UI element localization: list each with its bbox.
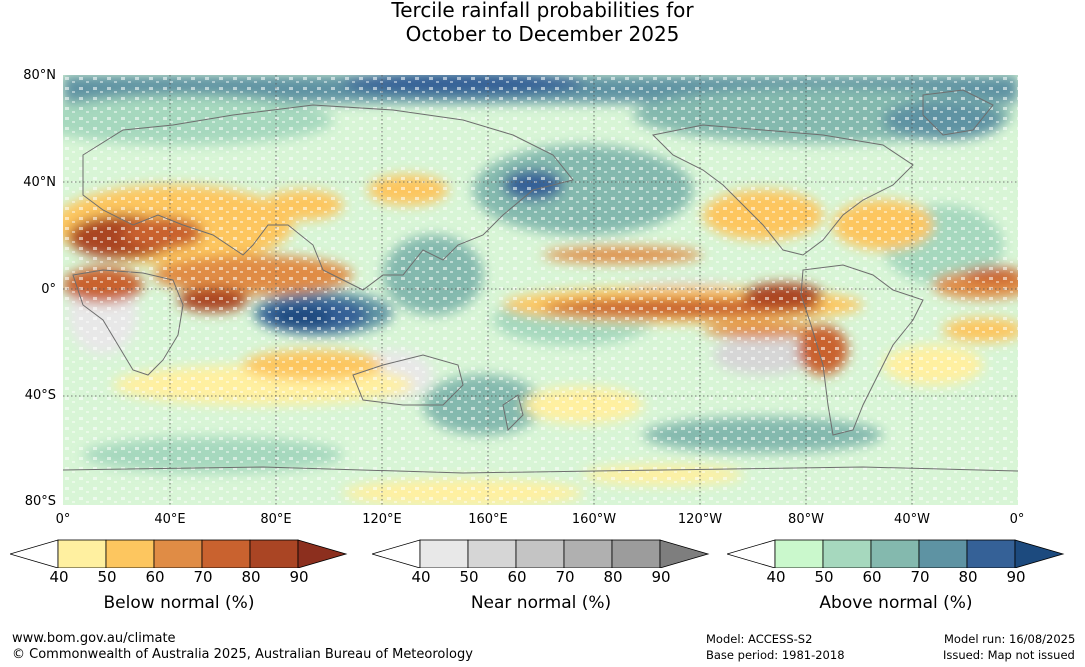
graticule <box>63 75 1018 505</box>
near-colorbar-swatch-2 <box>467 539 517 569</box>
lon-label-40e: 40°E <box>154 512 186 527</box>
above-tick-40: 40 <box>766 568 786 586</box>
above-tick-90: 90 <box>1006 568 1026 586</box>
lat-label-40s: 40°S <box>24 388 56 403</box>
title-line-2: October to December 2025 <box>405 22 680 46</box>
lon-label-80w: 80°W <box>788 512 824 527</box>
above-tick-70: 70 <box>910 568 930 586</box>
lon-label-0-right: 0° <box>1009 512 1025 527</box>
near-normal-title: Near normal (%) <box>470 593 612 613</box>
colorbar-near-normal <box>370 538 712 572</box>
below-tick-40: 40 <box>49 568 69 586</box>
below-colorbar-swatch-5 <box>249 539 299 569</box>
below-colorbar-left-arrow <box>8 539 59 569</box>
colorbar-above-normal <box>725 538 1067 572</box>
lat-label-equator: 0° <box>41 282 56 297</box>
above-colorbar-left-arrow <box>725 539 776 569</box>
above-colorbar-swatch-2 <box>822 539 872 569</box>
colorbar-below-normal <box>8 538 350 572</box>
model-name: Model: ACCESS-S2 <box>706 632 813 646</box>
below-tick-70: 70 <box>193 568 213 586</box>
texture-overlay <box>63 75 1018 505</box>
near-tick-60: 60 <box>507 568 527 586</box>
below-colorbar-swatch-1 <box>57 539 107 569</box>
lon-label-0-left: 0° <box>55 512 71 527</box>
above-colorbar-swatch-4 <box>918 539 968 569</box>
near-colorbar-left-arrow <box>370 539 421 569</box>
near-tick-80: 80 <box>603 568 623 586</box>
lon-label-120e: 120°E <box>362 512 402 527</box>
colorbar-near-swatches <box>370 539 710 569</box>
above-colorbar-swatch-5 <box>966 539 1016 569</box>
base-period: Base period: 1981-2018 <box>706 648 845 662</box>
near-tick-40: 40 <box>411 568 431 586</box>
below-normal-title: Below normal (%) <box>103 593 255 613</box>
below-tick-90: 90 <box>289 568 309 586</box>
website-link[interactable]: www.bom.gov.au/climate <box>12 631 176 646</box>
colorbar-above-swatches <box>725 539 1065 569</box>
near-tick-90: 90 <box>651 568 671 586</box>
rainfall-probability-map <box>63 75 1018 505</box>
above-colorbar-swatch-1 <box>774 539 824 569</box>
lon-label-160e: 160°E <box>468 512 508 527</box>
above-colorbar-swatch-3 <box>870 539 920 569</box>
above-tick-60: 60 <box>862 568 882 586</box>
near-colorbar-swatch-3 <box>515 539 565 569</box>
near-tick-50: 50 <box>459 568 479 586</box>
near-colorbar-right-arrow <box>659 539 710 569</box>
lon-label-40w: 40°W <box>894 512 930 527</box>
below-colorbar-swatch-3 <box>153 539 203 569</box>
above-tick-80: 80 <box>958 568 978 586</box>
lat-label-80s: 80°S <box>24 494 56 509</box>
near-colorbar-swatch-1 <box>419 539 469 569</box>
lat-label-80n: 80°N <box>23 68 56 83</box>
title-line-1: Tercile rainfall probabilities for <box>391 0 694 22</box>
lon-label-120w: 120°W <box>677 512 723 527</box>
copyright-text: © Commonwealth of Australia 2025, Austra… <box>12 647 473 662</box>
near-tick-70: 70 <box>555 568 575 586</box>
model-run: Model run: 16/08/2025 <box>944 632 1076 646</box>
below-tick-50: 50 <box>97 568 117 586</box>
lon-label-160w: 160°W <box>571 512 617 527</box>
near-colorbar-swatch-5 <box>611 539 661 569</box>
below-colorbar-right-arrow <box>297 539 348 569</box>
lon-label-80e: 80°E <box>260 512 292 527</box>
map-title: Tercile rainfall probabilities for Octob… <box>0 0 1085 46</box>
issued-status: Issued: Map not issued <box>943 648 1075 662</box>
above-normal-title: Above normal (%) <box>819 593 973 613</box>
above-tick-50: 50 <box>814 568 834 586</box>
lat-label-40n: 40°N <box>23 175 56 190</box>
below-colorbar-swatch-4 <box>201 539 251 569</box>
below-colorbar-swatch-2 <box>105 539 155 569</box>
near-colorbar-swatch-4 <box>563 539 613 569</box>
below-tick-80: 80 <box>241 568 261 586</box>
above-colorbar-right-arrow <box>1014 539 1065 569</box>
coastlines <box>63 89 1018 474</box>
below-tick-60: 60 <box>145 568 165 586</box>
colorbar-below-swatches <box>8 539 348 569</box>
